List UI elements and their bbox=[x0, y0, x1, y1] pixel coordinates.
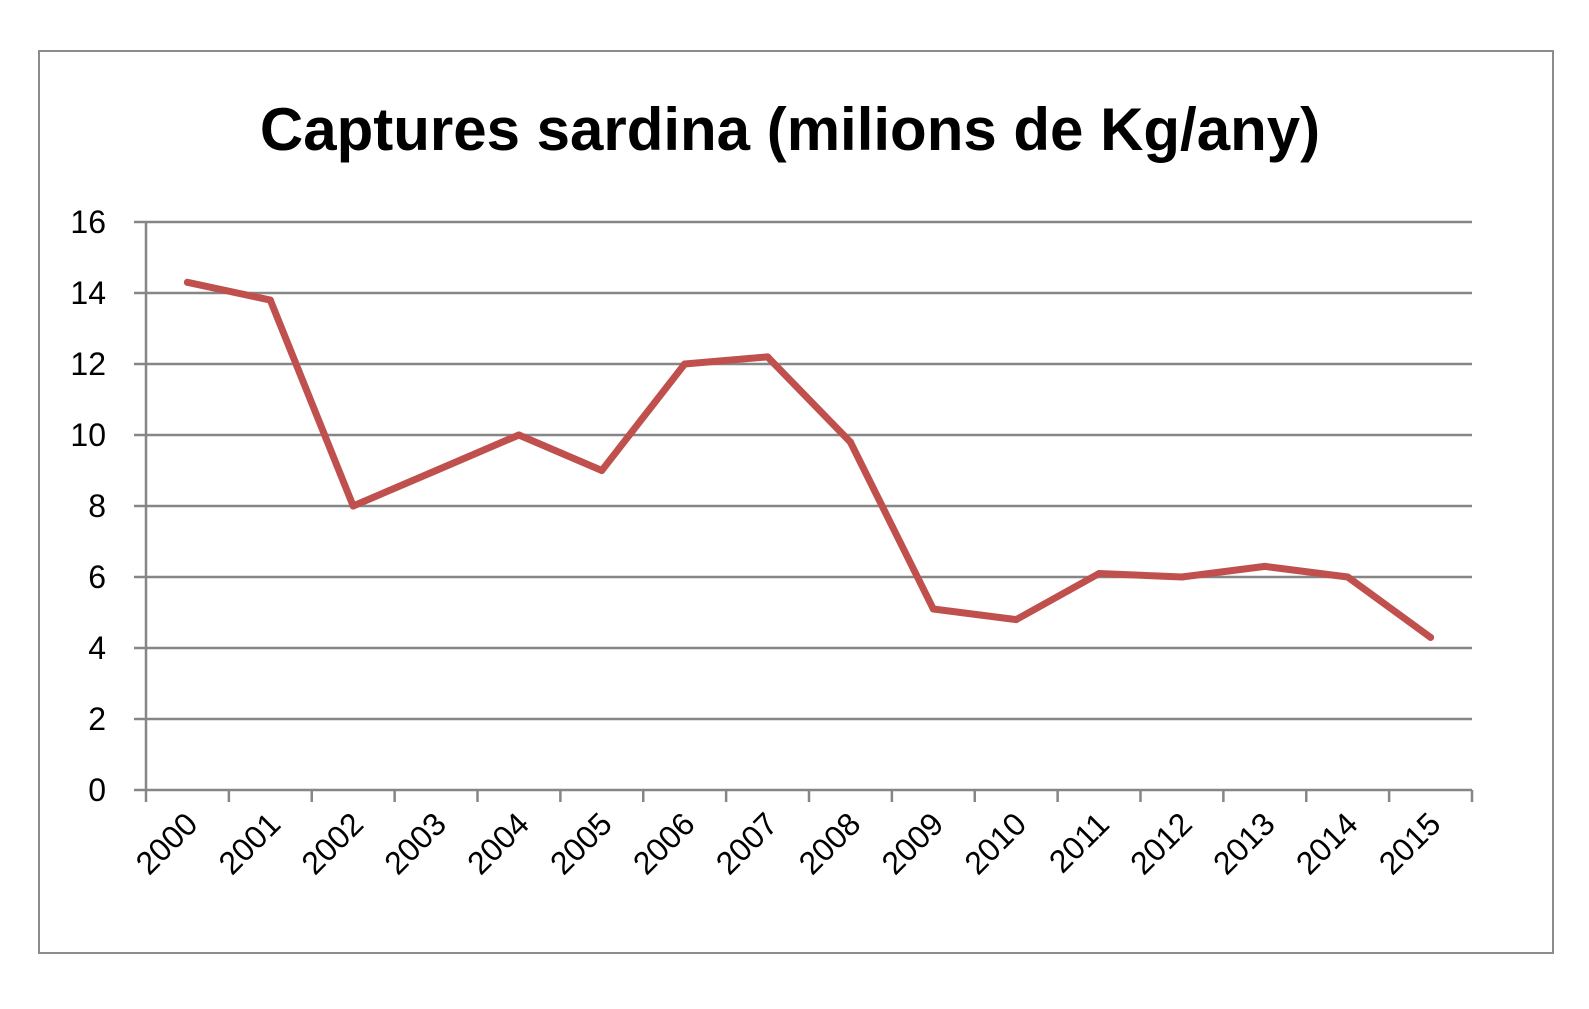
x-tick-label: 2008 bbox=[792, 805, 868, 881]
data-point-2000 bbox=[183, 278, 191, 286]
x-tick-label: 2005 bbox=[543, 805, 619, 881]
series-line-0 bbox=[183, 278, 1435, 641]
x-tick-label: 2015 bbox=[1372, 805, 1448, 881]
y-tick-label: 6 bbox=[88, 559, 106, 595]
data-point-2001 bbox=[266, 296, 274, 304]
x-tick-label: 2007 bbox=[709, 805, 785, 881]
x-tick-labels: 2000 2001 2002 2003 2004 2005 2006 2007 2008 2009… bbox=[129, 805, 1448, 881]
x-tick-label: 2006 bbox=[626, 805, 702, 881]
data-point-2011 bbox=[1095, 569, 1103, 577]
x-tick-label: 2010 bbox=[957, 805, 1033, 881]
x-tick-label: 2000 bbox=[129, 805, 205, 881]
data-point-2008 bbox=[846, 438, 854, 446]
y-tick-label: 12 bbox=[70, 346, 106, 382]
axes bbox=[134, 220, 1474, 802]
x-tick-label: 2014 bbox=[1289, 805, 1365, 881]
data-point-2004 bbox=[515, 431, 523, 439]
data-point-2010 bbox=[1012, 616, 1020, 624]
y-tick-labels: 0 2 4 6 8 10 12 14 16 bbox=[70, 204, 106, 808]
data-point-2015 bbox=[1427, 633, 1435, 641]
data-point-2012 bbox=[1178, 573, 1186, 581]
gridlines bbox=[146, 220, 1472, 721]
series-layer bbox=[183, 278, 1435, 641]
y-tick-label: 2 bbox=[88, 701, 106, 737]
data-point-2013 bbox=[1261, 562, 1269, 570]
data-point-2014 bbox=[1344, 573, 1352, 581]
x-tick-label: 2001 bbox=[211, 805, 287, 881]
x-tick-label: 2009 bbox=[874, 805, 950, 881]
data-point-2006 bbox=[681, 360, 689, 368]
x-tick-label: 2011 bbox=[1042, 805, 1116, 879]
chart-frame bbox=[38, 50, 1554, 954]
x-tick-label: 2012 bbox=[1123, 805, 1199, 881]
y-tick-label: 4 bbox=[88, 630, 106, 666]
x-tick-label: 2004 bbox=[460, 805, 536, 881]
data-point-2007 bbox=[764, 353, 772, 361]
y-tick-label: 16 bbox=[70, 204, 106, 240]
x-tick-label: 2002 bbox=[294, 805, 370, 881]
x-tick-label: 2003 bbox=[377, 805, 453, 881]
y-tick-label: 10 bbox=[70, 417, 106, 453]
data-point-2009 bbox=[929, 605, 937, 613]
data-point-2005 bbox=[598, 467, 606, 474]
x-tick-label: 2013 bbox=[1206, 805, 1282, 881]
y-tick-label: 14 bbox=[70, 275, 106, 311]
data-point-2003 bbox=[432, 467, 440, 474]
y-tick-label: 0 bbox=[88, 772, 106, 808]
y-tick-label: 8 bbox=[88, 488, 106, 524]
chart-title: Captures sardina (milions de Kg/any) bbox=[260, 96, 1320, 163]
data-point-2002 bbox=[349, 502, 357, 510]
